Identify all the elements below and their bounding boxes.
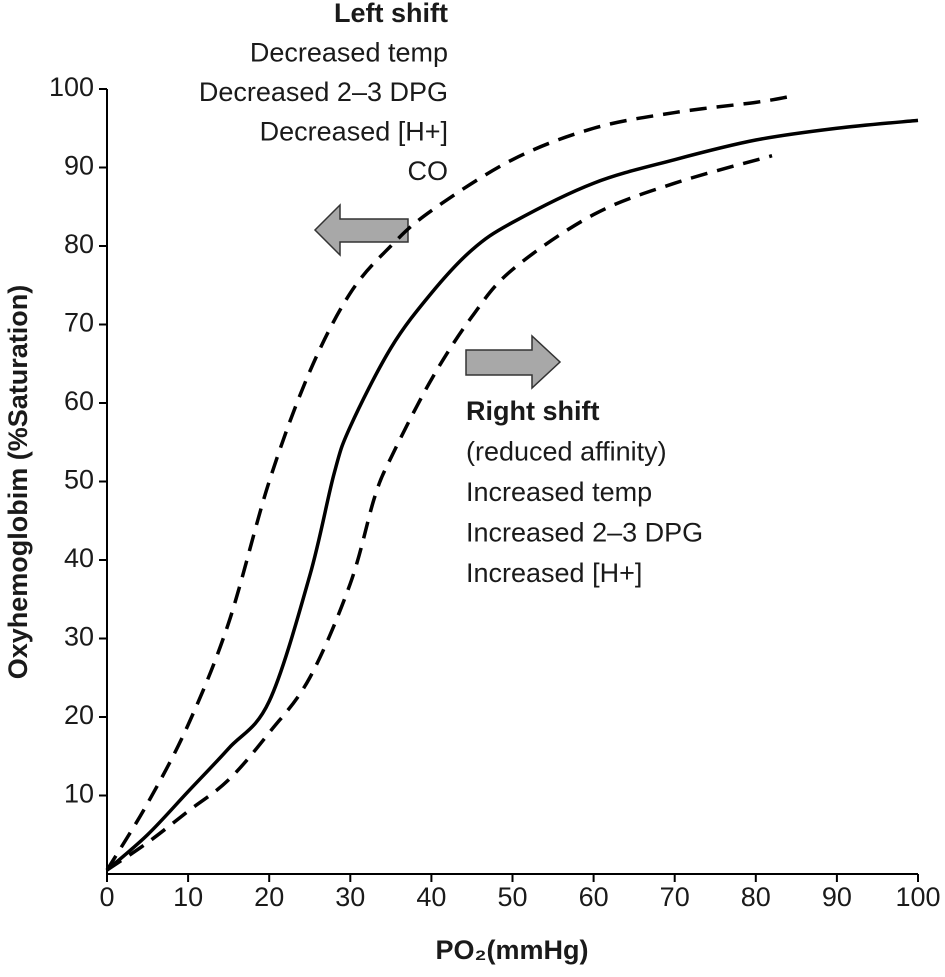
x-tick-label: 10	[173, 882, 203, 912]
curve	[106, 154, 773, 872]
y-axis-label: Oxyhemoglobim (%Saturation)	[3, 285, 33, 680]
x-tick-label: 80	[741, 882, 771, 912]
right-arrow	[465, 334, 562, 390]
y-tick-label: 20	[64, 700, 94, 730]
y-tick-label: 80	[64, 229, 94, 259]
y-tick-label: 40	[64, 543, 94, 573]
annotation-title: Left shift	[334, 0, 448, 28]
y-tick-label: 30	[64, 622, 94, 652]
x-tick-label: 40	[416, 882, 446, 912]
x-tick-label: 30	[335, 882, 365, 912]
x-tick-label: 0	[99, 882, 114, 912]
y-tick-label: 10	[64, 779, 94, 809]
annotation-line: Increased 2–3 DPG	[466, 518, 703, 548]
annotation-line: (reduced affinity)	[466, 437, 667, 467]
x-tick-label: 90	[822, 882, 852, 912]
x-tick-label: 70	[660, 882, 690, 912]
x-tick-label: 20	[254, 882, 284, 912]
x-tick-label: 50	[497, 882, 527, 912]
annotation-line: Increased temp	[466, 477, 652, 507]
annotation-line: Increased [H+]	[466, 558, 642, 588]
left-arrow	[313, 203, 409, 257]
annotation-line: Decreased 2–3 DPG	[199, 77, 448, 107]
y-tick-label: 50	[64, 465, 94, 495]
x-axis-label: PO₂(mmHg)	[436, 935, 589, 965]
x-tick-label: 60	[579, 882, 609, 912]
y-tick-label: 70	[64, 308, 94, 338]
y-tick-label: 100	[49, 72, 94, 102]
annotation-line: CO	[408, 156, 449, 186]
annotation-line: Decreased [H+]	[260, 117, 448, 147]
x-tick-label: 100	[895, 882, 940, 912]
y-tick-label: 90	[64, 151, 94, 181]
annotation-title: Right shift	[466, 396, 599, 426]
annotation-line: Decreased temp	[250, 38, 448, 68]
y-tick-label: 60	[64, 386, 94, 416]
curve	[105, 95, 789, 871]
curve	[105, 118, 919, 872]
